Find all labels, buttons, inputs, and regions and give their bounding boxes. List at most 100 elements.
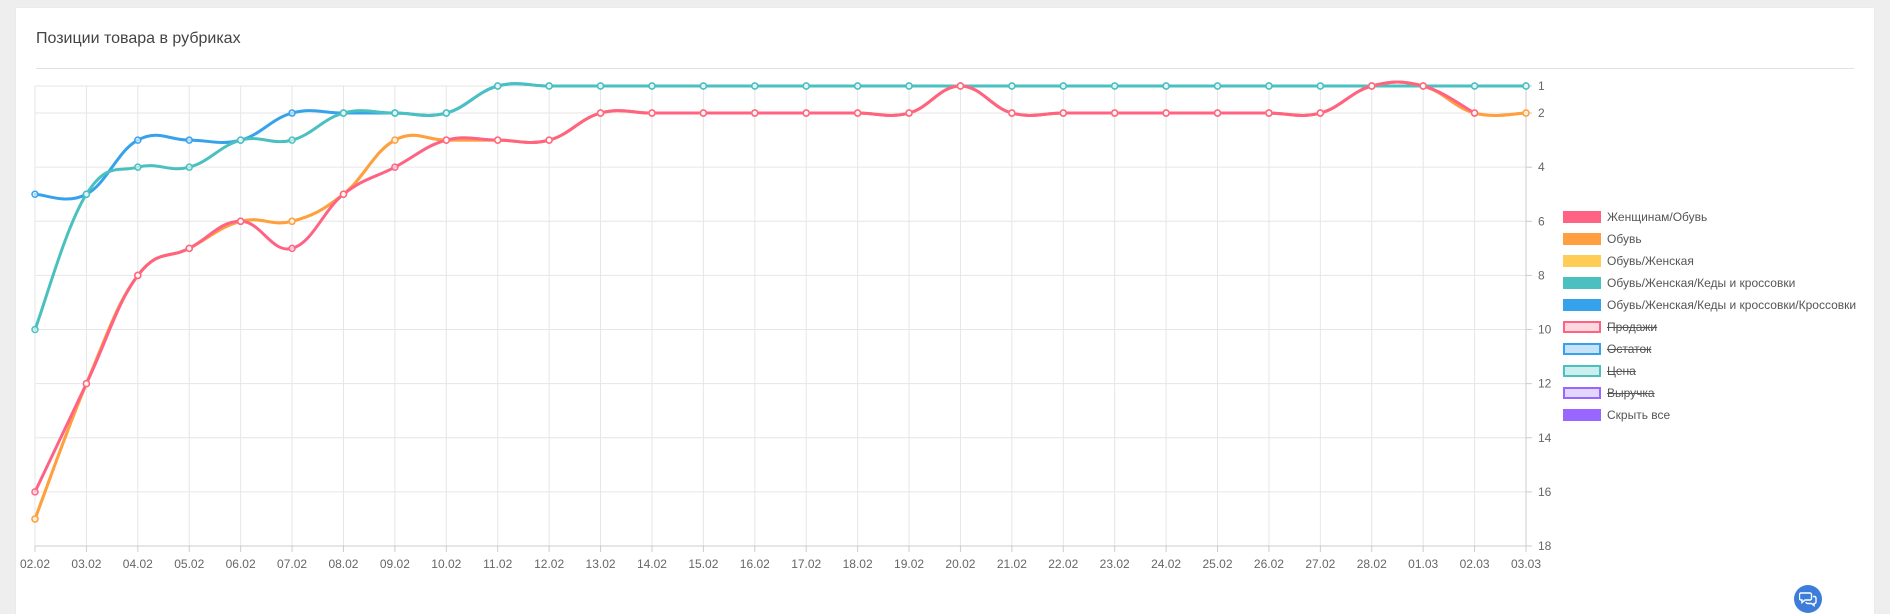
data-point[interactable] (802, 109, 810, 117)
data-point[interactable] (1008, 109, 1016, 117)
data-point[interactable] (442, 109, 451, 117)
data-point[interactable] (442, 136, 451, 144)
x-tick-label: 17.02 (791, 557, 821, 571)
x-tick-label: 02.03 (1460, 557, 1490, 571)
data-point[interactable] (185, 163, 193, 171)
data-point[interactable] (1213, 82, 1222, 90)
data-point[interactable] (802, 82, 810, 90)
data-point[interactable] (596, 82, 605, 90)
data-point[interactable] (1213, 109, 1222, 117)
legend-label: Женщинам/Обувь (1607, 210, 1708, 224)
data-point[interactable] (339, 109, 348, 117)
legend-item[interactable]: Женщинам/Обувь (1563, 206, 1856, 228)
data-point[interactable] (493, 82, 502, 90)
data-point[interactable] (1470, 82, 1479, 90)
legend-item[interactable]: Цена (1563, 360, 1856, 382)
legend-label: Скрыть все (1607, 408, 1671, 422)
x-tick-label: 14.02 (637, 557, 667, 571)
data-point[interactable] (1522, 82, 1530, 90)
x-tick-label: 16.02 (740, 557, 770, 571)
data-point[interactable] (1522, 109, 1530, 117)
chart-points (31, 82, 1530, 523)
data-point[interactable] (236, 136, 245, 144)
data-point[interactable] (288, 109, 296, 117)
legend-item[interactable]: Продажи (1563, 316, 1856, 338)
data-point[interactable] (391, 163, 399, 171)
y-tick-label: 4 (1538, 160, 1545, 174)
x-tick-label: 12.02 (534, 557, 564, 571)
data-point[interactable] (31, 488, 39, 496)
series-line (33, 82, 1528, 201)
data-point[interactable] (1368, 82, 1376, 90)
legend-item[interactable]: Скрыть все (1563, 404, 1856, 426)
data-point[interactable] (134, 163, 142, 171)
data-point[interactable] (545, 136, 553, 144)
data-point[interactable] (288, 244, 296, 253)
data-point[interactable] (699, 82, 708, 90)
data-point[interactable] (596, 109, 605, 117)
data-point[interactable] (134, 136, 142, 144)
data-point[interactable] (751, 82, 759, 90)
data-point[interactable] (956, 82, 965, 90)
data-point[interactable] (1470, 109, 1479, 117)
data-point[interactable] (751, 109, 759, 117)
data-point[interactable] (31, 190, 39, 198)
chart-series (33, 80, 1528, 521)
data-point[interactable] (82, 190, 91, 198)
data-point[interactable] (493, 136, 502, 144)
x-tick-label: 26.02 (1254, 557, 1284, 571)
legend-item[interactable]: Остаток (1563, 338, 1856, 360)
data-point[interactable] (1059, 109, 1068, 117)
x-tick-label: 18.02 (843, 557, 873, 571)
data-point[interactable] (1110, 82, 1119, 90)
data-point[interactable] (1265, 109, 1273, 117)
data-point[interactable] (31, 325, 39, 334)
x-tick-label: 08.02 (328, 557, 358, 571)
data-point[interactable] (236, 217, 245, 226)
data-point[interactable] (905, 82, 913, 90)
legend-label: Обувь/Женская/Кеды и кроссовки/Кроссовки (1607, 298, 1857, 312)
x-tick-label: 23.02 (1100, 557, 1130, 571)
x-tick-label: 09.02 (380, 557, 410, 571)
legend-swatch (1563, 321, 1601, 333)
data-point[interactable] (339, 190, 348, 198)
data-point[interactable] (853, 82, 862, 90)
legend-item[interactable]: Обувь/Женская/Кеды и кроссовки/Кроссовки (1563, 294, 1856, 316)
legend-item[interactable]: Выручка (1563, 382, 1856, 404)
chat-button[interactable] (1794, 585, 1822, 613)
data-point[interactable] (1110, 109, 1119, 117)
data-point[interactable] (1059, 82, 1068, 90)
legend-item[interactable]: Обувь (1563, 228, 1856, 250)
x-tick-label: 15.02 (688, 557, 718, 571)
data-point[interactable] (391, 109, 399, 117)
data-point[interactable] (648, 109, 656, 117)
data-point[interactable] (545, 82, 553, 90)
legend-item[interactable]: Обувь/Женская/Кеды и кроссовки (1563, 272, 1856, 294)
data-point[interactable] (853, 109, 862, 117)
data-point[interactable] (134, 271, 142, 280)
legend-label: Цена (1607, 364, 1636, 378)
data-point[interactable] (1419, 82, 1427, 90)
data-point[interactable] (905, 109, 913, 117)
data-point[interactable] (1316, 82, 1325, 90)
data-point[interactable] (31, 515, 39, 523)
data-point[interactable] (288, 217, 296, 226)
x-tick-label: 04.02 (123, 557, 153, 571)
data-point[interactable] (1316, 109, 1325, 117)
data-point[interactable] (288, 136, 296, 144)
x-tick-label: 11.02 (483, 557, 512, 571)
data-point[interactable] (1162, 82, 1170, 90)
data-point[interactable] (699, 109, 708, 117)
data-point[interactable] (185, 244, 193, 253)
data-point[interactable] (185, 136, 193, 144)
chart-grid (34, 85, 1527, 547)
data-point[interactable] (1008, 82, 1016, 90)
data-point[interactable] (391, 136, 399, 144)
data-point[interactable] (648, 82, 656, 90)
y-tick-label: 6 (1538, 214, 1545, 228)
data-point[interactable] (1265, 82, 1273, 90)
data-point[interactable] (1162, 109, 1170, 117)
legend-item[interactable]: Обувь/Женская (1563, 250, 1856, 272)
data-point[interactable] (82, 379, 91, 388)
